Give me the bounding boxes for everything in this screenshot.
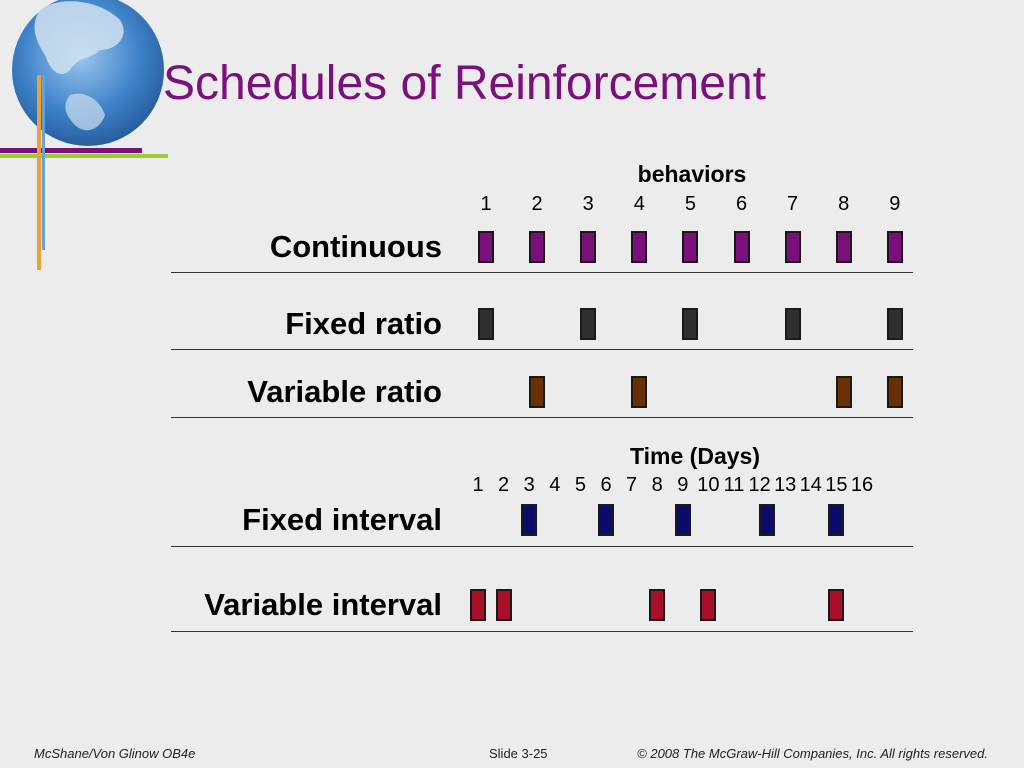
schedule-label-variable-ratio: Variable ratio [247, 374, 442, 409]
time-tick-label: 12 [748, 474, 771, 496]
schedule-divider [171, 417, 913, 418]
time-axis-title: Time (Days) [630, 443, 760, 469]
reinforcement-block [478, 308, 494, 340]
reinforcement-block [733, 231, 750, 263]
reinforcement-block [682, 231, 699, 263]
time-tick-label: 1 [472, 474, 484, 496]
reinforcement-block [521, 504, 538, 536]
reinforcement-block [631, 376, 648, 408]
reinforcement-block [631, 231, 648, 263]
slide-title: Schedules of Reinforcement [163, 57, 766, 110]
reinforcement-block [580, 308, 597, 340]
reinforcement-block [759, 504, 776, 536]
time-tick-label: 7 [626, 474, 638, 496]
reinforcement-block [470, 589, 486, 621]
reinforcement-block [886, 231, 903, 263]
schedule-label-variable-interval: Variable interval [204, 587, 442, 622]
reinforcement-block [495, 589, 512, 621]
time-tick-label: 15 [825, 474, 848, 496]
behaviors-tick-label: 1 [480, 193, 492, 215]
reinforcement-block [478, 231, 494, 263]
reinforcement-block [682, 308, 699, 340]
behaviors-tick-label: 4 [633, 193, 645, 215]
reinforcement-block [580, 231, 597, 263]
reinforcement-block [828, 504, 845, 536]
reinforcement-block [674, 504, 691, 536]
behaviors-tick-label: 8 [838, 193, 850, 215]
reinforcement-block [784, 231, 801, 263]
time-tick-label: 14 [799, 474, 822, 496]
footer-copyright: © 2008 The McGraw-Hill Companies, Inc. A… [637, 746, 988, 761]
schedule-divider [171, 546, 913, 547]
behaviors-tick-label: 2 [531, 193, 543, 215]
time-tick-label: 3 [523, 474, 535, 496]
time-tick-label: 4 [549, 474, 561, 496]
globe-logo [0, 0, 168, 270]
footer-author: McShane/Von Glinow OB4e [34, 746, 196, 761]
schedule-divider [171, 272, 913, 273]
schedule-divider [171, 631, 913, 632]
time-tick-label: 11 [723, 474, 745, 496]
reinforcement-block [886, 376, 903, 408]
reinforcement-block [529, 231, 546, 263]
time-tick-label: 9 [677, 474, 689, 496]
reinforcement-block [886, 308, 903, 340]
time-tick-label: 2 [498, 474, 510, 496]
reinforcement-block [529, 376, 546, 408]
footer-slide-number: Slide 3-25 [489, 746, 548, 761]
time-tick-label: 5 [574, 474, 586, 496]
behaviors-tick-label: 3 [582, 193, 594, 215]
schedule-divider [171, 349, 913, 350]
reinforcement-block [784, 308, 801, 340]
time-tick-label: 10 [697, 474, 720, 496]
schedule-label-fixed-interval: Fixed interval [242, 502, 442, 537]
time-tick-label: 16 [850, 474, 874, 496]
reinforcement-block [700, 589, 717, 621]
reinforcement-block [835, 376, 852, 408]
reinforcement-block [598, 504, 614, 536]
time-tick-label: 13 [774, 474, 797, 496]
behaviors-tick-label: 9 [889, 193, 901, 215]
time-tick-label: 8 [651, 474, 663, 496]
schedule-label-fixed-ratio: Fixed ratio [285, 306, 442, 341]
time-tick-label: 6 [600, 474, 612, 496]
reinforcement-block [649, 589, 666, 621]
behaviors-axis-title: behaviors [637, 161, 747, 187]
schedule-label-continuous: Continuous [269, 229, 442, 264]
reinforcement-block [828, 589, 845, 621]
behaviors-tick-label: 7 [787, 193, 799, 215]
behaviors-tick-label: 6 [735, 193, 748, 215]
behaviors-tick-label: 5 [684, 193, 696, 215]
reinforcement-block [835, 231, 852, 263]
